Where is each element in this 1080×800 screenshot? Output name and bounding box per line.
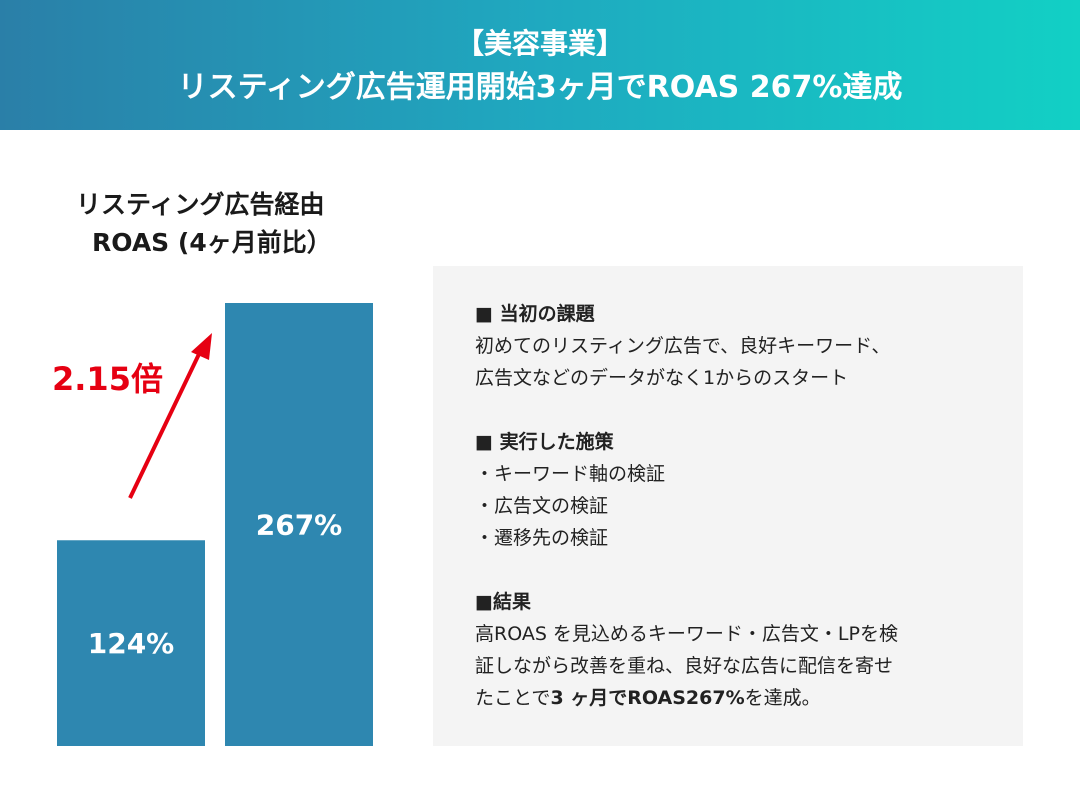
result-text: たことで <box>475 687 551 709</box>
chart-title-line2: ROAS (4ヶ月前比） <box>92 228 332 257</box>
growth-arrow-head <box>191 333 212 360</box>
measure-item: ・遷移先の検証 <box>475 527 609 549</box>
bar-value-label-1: 267% <box>256 509 343 542</box>
measure-item: ・広告文の検証 <box>475 495 609 517</box>
bar-value-label-0: 124% <box>88 627 175 660</box>
growth-arrow-shaft <box>128 351 202 499</box>
result-text: を達成。 <box>744 687 821 709</box>
growth-multiplier-label: 2.15倍 <box>52 360 163 398</box>
chart-title: リスティング広告経由 ROAS (4ヶ月前比） <box>76 186 406 262</box>
header-banner: 【美容事業】 リスティング広告運用開始3ヶ月でROAS 267%達成 <box>0 0 1080 130</box>
banner-headline: リスティング広告運用開始3ヶ月でROAS 267%達成 <box>177 70 903 105</box>
result-line: たことで3 ヶ月でROAS267%を達成。 <box>475 682 1005 714</box>
section-result-heading: ■結果 <box>475 591 531 613</box>
result-line: 証しながら改善を重ね、良好な広告に配信を寄せ <box>475 655 894 677</box>
chart-title-line1: リスティング広告経由 <box>76 190 325 219</box>
section-measures-heading: ■ 実行した施策 <box>475 431 614 453</box>
banner-category: 【美容事業】 <box>455 27 624 60</box>
case-study-panel: ■ 当初の課題 初めてのリスティング広告で、良好キーワード、 広告文などのデータ… <box>433 266 1023 746</box>
measure-item: ・キーワード軸の検証 <box>475 463 666 485</box>
bar-0 <box>57 540 205 746</box>
section-initial-issue-heading: ■ 当初の課題 <box>475 303 595 325</box>
bar-1 <box>225 303 373 746</box>
result-line: 高ROAS を見込めるキーワード・広告文・LPを検 <box>475 623 898 645</box>
section-initial-issue-line: 広告文などのデータがなく1からのスタート <box>475 367 849 389</box>
result-highlight: 3 ヶ月でROAS267% <box>550 687 745 709</box>
section-initial-issue-line: 初めてのリスティング広告で、良好キーワード、 <box>475 335 891 357</box>
